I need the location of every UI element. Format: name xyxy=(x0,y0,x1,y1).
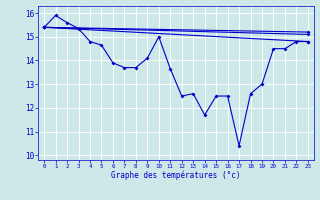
X-axis label: Graphe des températures (°c): Graphe des températures (°c) xyxy=(111,171,241,180)
